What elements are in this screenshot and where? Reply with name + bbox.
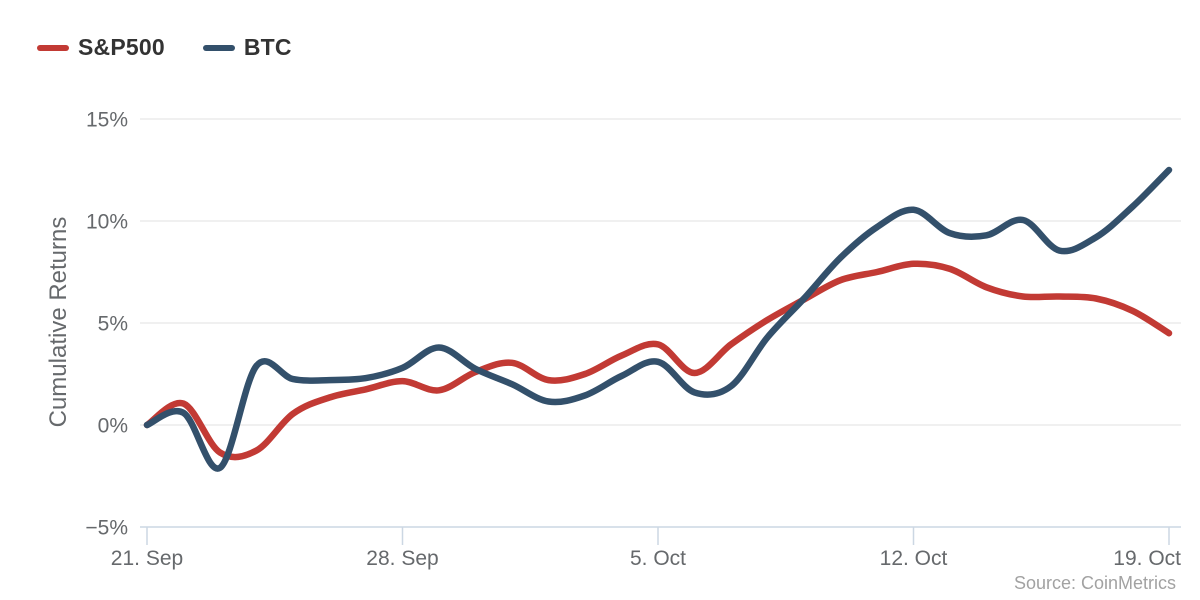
x-tick-label: 12. Oct [880,547,948,570]
series-lines [143,166,1173,472]
legend-label-sp500: S&P500 [78,34,165,60]
btc-line-swatch-icon [202,44,235,51]
y-tick-label: 5% [98,313,128,336]
y-tick-label: 10% [86,211,128,234]
legend: S&P500 BTC [37,34,292,61]
x-axis [140,526,1181,545]
x-tick-label: 28. Sep [366,547,438,570]
sp500-line-swatch-icon [37,44,69,51]
y-tick-label: −5% [85,517,128,540]
legend-label-btc: BTC [243,34,292,60]
series-line-btc [143,166,1173,472]
x-tick-label: 5. Oct [630,547,686,570]
y-tick-label: 15% [86,109,128,132]
axis-labels: 15% 10% 5% 0% −5% 21. Sep 28. Sep 5. Oct 12. Oct… [85,109,1181,571]
legend-item-sp500[interactable]: S&P500 [37,34,165,61]
series-line-sp500 [143,260,1173,461]
x-tick-label: 21. Sep [111,547,183,570]
source-attribution: Source: CoinMetrics [1013,573,1176,593]
legend-item-btc[interactable]: BTC [202,34,292,61]
x-tick-label: 19. Oct [1113,547,1181,570]
y-tick-label: 0% [98,415,128,438]
y-axis-title: Cumulative Returns [45,217,72,428]
